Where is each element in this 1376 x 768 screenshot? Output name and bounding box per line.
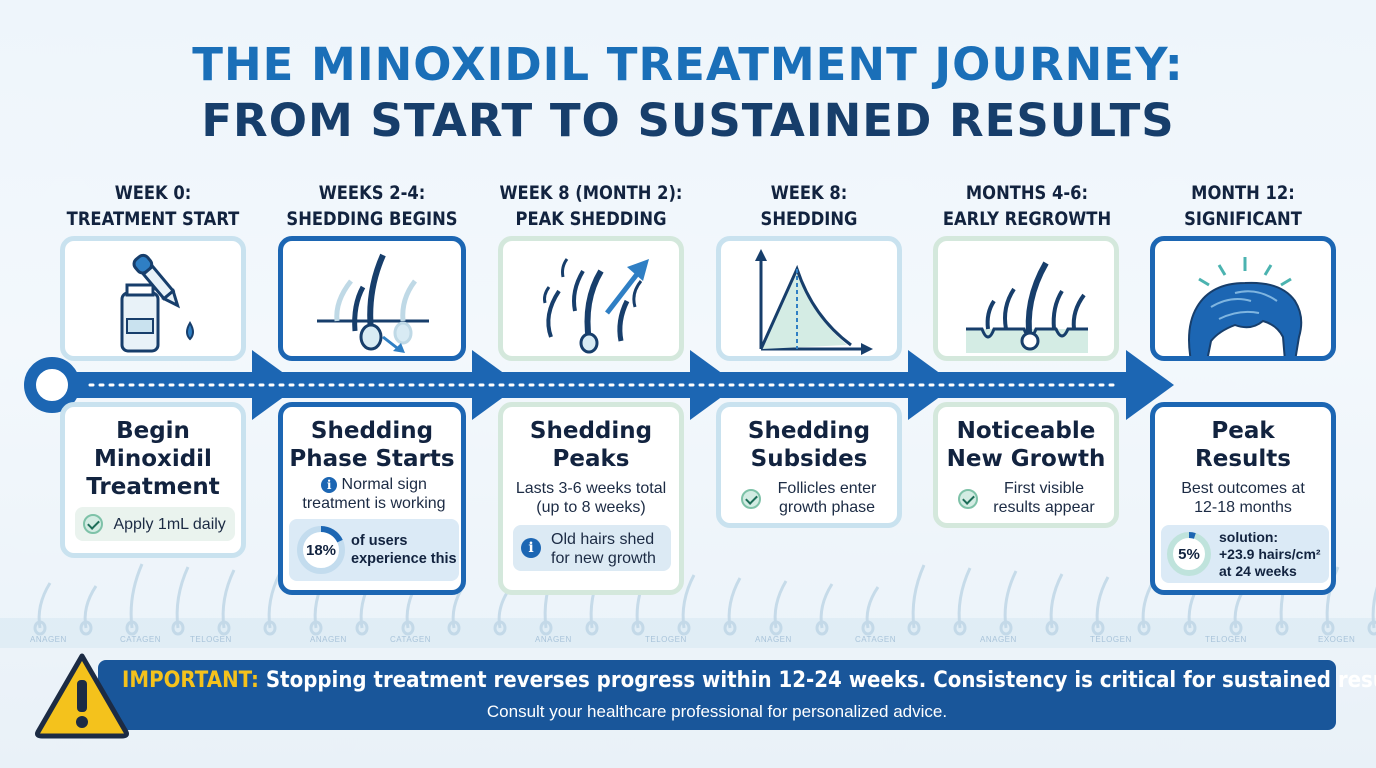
stage-1-check-pill: Apply 1mL daily (75, 507, 235, 541)
stage-5-check: First visible results appear (956, 479, 1106, 517)
title-line-2: FROM START TO SUSTAINED RESULTS (201, 94, 1175, 147)
stage-2-info: i Normal sign treatment is working (302, 476, 446, 512)
stage-6-bottom-card: Peak Results Best outcomes at 12-18 months… (1150, 402, 1336, 595)
hairs-falling-arrow-icon (543, 258, 649, 354)
follicle-phase-label: ANAGEN (980, 635, 1017, 644)
stage-3-info-pill: i Old hairs shed for new growth (513, 525, 671, 571)
check-icon (83, 514, 103, 534)
stage-5-top-card (933, 236, 1119, 361)
stat-value: 5% (1178, 545, 1200, 563)
follicle-phase-label: CATAGEN (120, 635, 161, 644)
dropper-bottle-icon (120, 253, 194, 353)
follicle-phase-label: TELOGEN (1090, 635, 1132, 644)
stage-3-text: Lasts 3-6 weeks total (up to 8 weeks) (515, 480, 667, 516)
regrowing-hair-icon (966, 261, 1088, 353)
follicle-phase-label: TELOGEN (190, 635, 232, 644)
stage-6-top-card (1150, 236, 1336, 361)
stage-1-title: Begin Minoxidil Treatment (86, 418, 220, 500)
stage-4-top-card (716, 236, 902, 361)
warning-message: IMPORTANT: Stopping treatment reverses p… (122, 668, 1376, 693)
stage-4-bottom-card: Shedding Subsides Follicles enter growth p… (716, 402, 902, 528)
warning-icon (35, 653, 129, 739)
stage-3-bottom-card: Shedding Peaks Lasts 3-6 weeks total (up t… (498, 402, 684, 595)
stage-6-stat-box: 5% solution: +23.9 hairs/cm² at 24 weeks (1161, 525, 1329, 583)
stage-1-bottom-card: Begin Minoxidil Treatment Apply 1mL daily (60, 402, 246, 558)
peak-curve-chart-icon (755, 249, 873, 355)
stage-1-top-card (60, 236, 246, 361)
warning-subtext: Consult your healthcare professional for… (486, 702, 948, 721)
stage-2-top-card (278, 236, 466, 361)
stage-6-title: Peak Results (1195, 418, 1291, 472)
follicle-phase-label: TELOGEN (645, 635, 687, 644)
hair-follicle-shedding-icon (317, 253, 429, 353)
warning-banner (98, 660, 1336, 730)
stage-1-header: WEEK 0: TREATMENT START (66, 182, 240, 230)
stage-5-header: MONTHS 4-6: EARLY REGROWTH (942, 182, 1112, 230)
stage-2-title: Shedding Phase Starts (289, 418, 455, 472)
follicle-phase-label: ANAGEN (755, 635, 792, 644)
stage-4-check: Follicles enter growth phase (739, 479, 889, 517)
follicle-phase-label: EXOGEN (1318, 635, 1356, 644)
follicle-phase-label: ANAGEN (30, 635, 67, 644)
percentage-ring (297, 526, 345, 574)
stage-6-text: Best outcomes at 12-18 months (1181, 480, 1305, 516)
stage-5-title: Noticeable New Growth (946, 418, 1106, 472)
stage-5-bottom-card: Noticeable New Growth First visible result… (933, 402, 1119, 528)
follicle-phase-label: CATAGEN (855, 635, 896, 644)
stage-3-top-card (498, 236, 684, 361)
stage-4-title: Shedding Subsides (747, 418, 871, 472)
warning-highlight: IMPORTANT: (122, 668, 259, 693)
follicle-phase-label: ANAGEN (310, 635, 347, 644)
follicle-phase-label: ANAGEN (535, 635, 572, 644)
timeline-start-node (24, 357, 80, 413)
stat-text: solution: +23.9 hairs/cm² at 24 weeks (1219, 529, 1321, 579)
title-line-1: THE MINOXIDIL TREATMENT JOURNEY: (192, 38, 1184, 91)
stage-2-bottom-card: Shedding Phase Starts i Normal sign treatm… (278, 402, 466, 595)
stage-2-stat-box: 18% of users experience this (289, 519, 459, 581)
stage-3-header: WEEK 8 (MONTH 2): PEAK SHEDDING (499, 182, 683, 230)
info-icon: i (521, 538, 541, 558)
stat-value: 18% (305, 541, 337, 559)
stat-text: of users experience this (351, 533, 457, 567)
stage-2-header: WEEKS 2-4: SHEDDING BEGINS (286, 182, 458, 230)
check-icon (741, 489, 761, 509)
check-icon (958, 489, 978, 509)
stage-3-title: Shedding Peaks (529, 418, 653, 472)
timeline-arrow-1 (252, 350, 300, 420)
info-icon: i (321, 476, 338, 493)
full-hair-icon (1188, 257, 1303, 356)
timeline-arrow-2 (472, 350, 520, 420)
follicle-phase-label: TELOGEN (1205, 635, 1247, 644)
percentage-ring (1167, 532, 1211, 576)
follicle-phase-label: CATAGEN (390, 635, 431, 644)
timeline-arrow-5 (1126, 350, 1174, 420)
